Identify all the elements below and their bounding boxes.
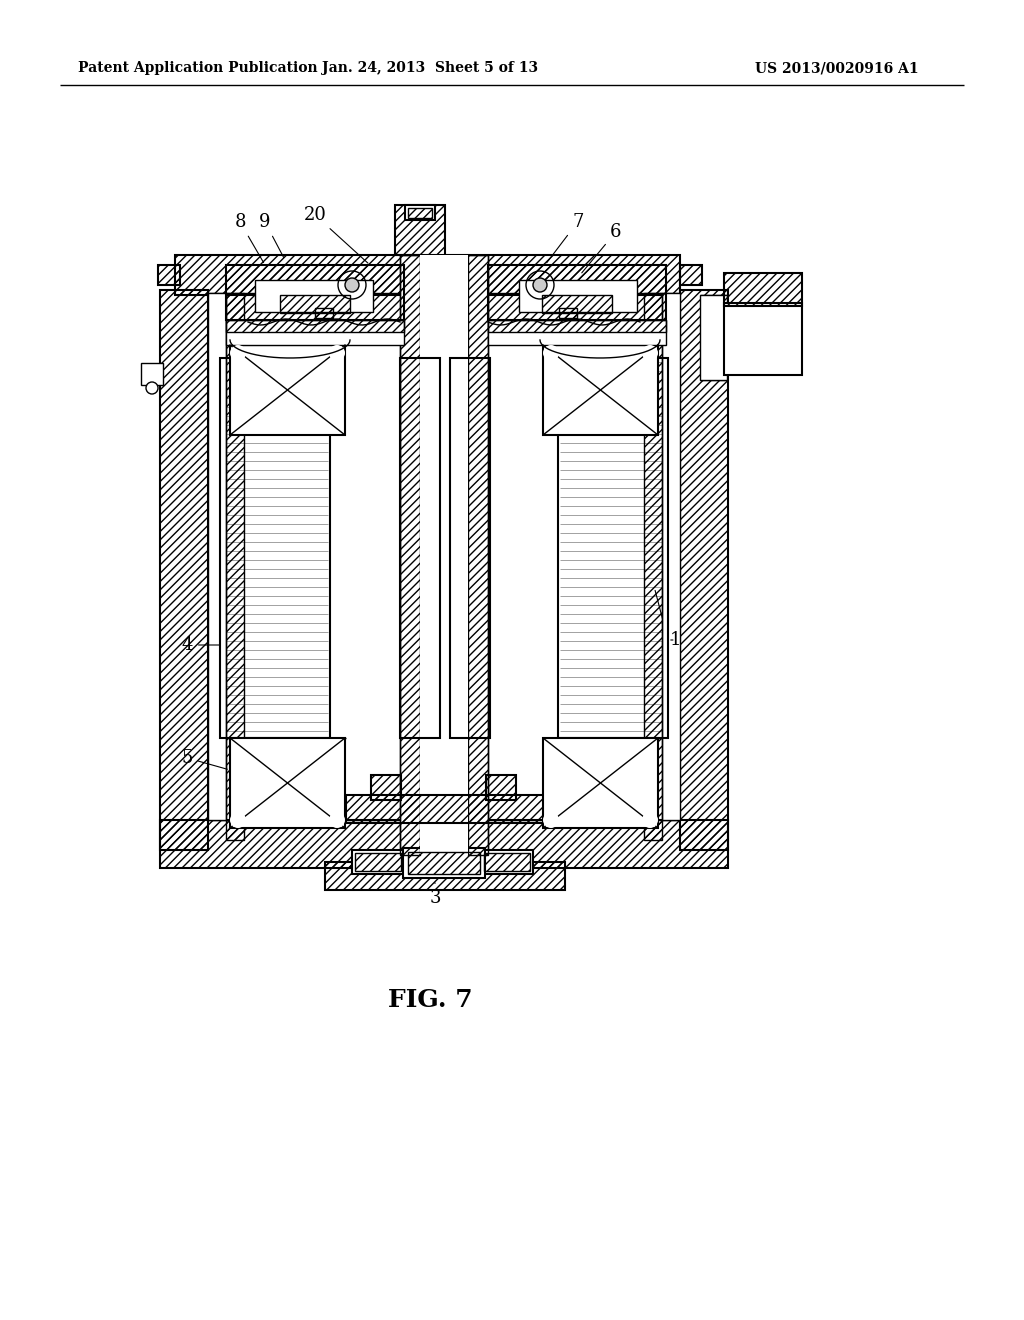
- Bar: [226, 319, 404, 333]
- Bar: [420, 255, 468, 855]
- Bar: [395, 205, 445, 255]
- Text: 8: 8: [234, 213, 263, 263]
- Text: 7: 7: [547, 213, 584, 263]
- Bar: [400, 255, 488, 855]
- Bar: [175, 255, 420, 294]
- Circle shape: [329, 812, 345, 828]
- Bar: [226, 265, 404, 319]
- Bar: [450, 358, 490, 738]
- Bar: [559, 308, 577, 318]
- Bar: [406, 205, 435, 220]
- Text: 20: 20: [303, 206, 368, 263]
- Circle shape: [534, 279, 547, 292]
- Bar: [558, 358, 668, 738]
- Bar: [724, 304, 802, 375]
- Bar: [486, 775, 516, 800]
- Bar: [355, 853, 401, 871]
- Text: 3: 3: [429, 883, 440, 907]
- Bar: [519, 280, 637, 312]
- Bar: [346, 795, 544, 822]
- Text: 4: 4: [181, 636, 220, 653]
- Circle shape: [146, 381, 158, 393]
- Bar: [160, 820, 728, 869]
- Bar: [220, 358, 330, 738]
- Bar: [543, 345, 658, 436]
- Circle shape: [345, 279, 359, 292]
- Circle shape: [642, 345, 658, 360]
- Bar: [400, 358, 440, 738]
- Bar: [700, 294, 727, 380]
- Bar: [230, 738, 345, 828]
- Bar: [226, 345, 332, 755]
- Circle shape: [543, 812, 559, 828]
- Bar: [488, 319, 666, 333]
- Bar: [160, 290, 208, 850]
- Bar: [662, 293, 680, 820]
- Text: 6: 6: [582, 223, 622, 273]
- Bar: [542, 294, 612, 313]
- Bar: [724, 273, 802, 306]
- Bar: [352, 850, 404, 874]
- Bar: [403, 847, 485, 878]
- Text: US 2013/0020916 A1: US 2013/0020916 A1: [755, 61, 919, 75]
- Bar: [680, 290, 728, 850]
- Bar: [226, 293, 244, 840]
- Bar: [226, 319, 404, 345]
- Circle shape: [642, 812, 658, 828]
- Bar: [208, 293, 678, 820]
- Bar: [488, 319, 666, 345]
- Bar: [488, 265, 666, 319]
- Bar: [484, 853, 530, 871]
- Circle shape: [543, 345, 559, 360]
- Text: 2: 2: [780, 331, 799, 348]
- Bar: [408, 851, 480, 874]
- Circle shape: [329, 345, 345, 360]
- Bar: [445, 255, 680, 294]
- Bar: [280, 294, 350, 313]
- Bar: [315, 308, 333, 318]
- Bar: [255, 280, 373, 312]
- Bar: [325, 862, 565, 890]
- Bar: [208, 293, 226, 820]
- Text: 9: 9: [259, 213, 284, 257]
- Text: 1: 1: [670, 631, 682, 649]
- Bar: [408, 209, 432, 218]
- Text: 5: 5: [181, 748, 227, 770]
- Bar: [400, 255, 420, 855]
- Bar: [481, 850, 534, 874]
- Text: Jan. 24, 2013  Sheet 5 of 13: Jan. 24, 2013 Sheet 5 of 13: [322, 61, 538, 75]
- Bar: [141, 363, 163, 385]
- Bar: [543, 738, 658, 828]
- Bar: [468, 255, 488, 855]
- Text: Patent Application Publication: Patent Application Publication: [78, 61, 317, 75]
- Bar: [230, 345, 345, 436]
- Bar: [158, 265, 180, 285]
- Text: FIG. 7: FIG. 7: [388, 987, 472, 1012]
- Circle shape: [230, 345, 246, 360]
- Bar: [644, 293, 662, 840]
- Circle shape: [230, 812, 246, 828]
- Bar: [680, 265, 702, 285]
- Bar: [371, 775, 401, 800]
